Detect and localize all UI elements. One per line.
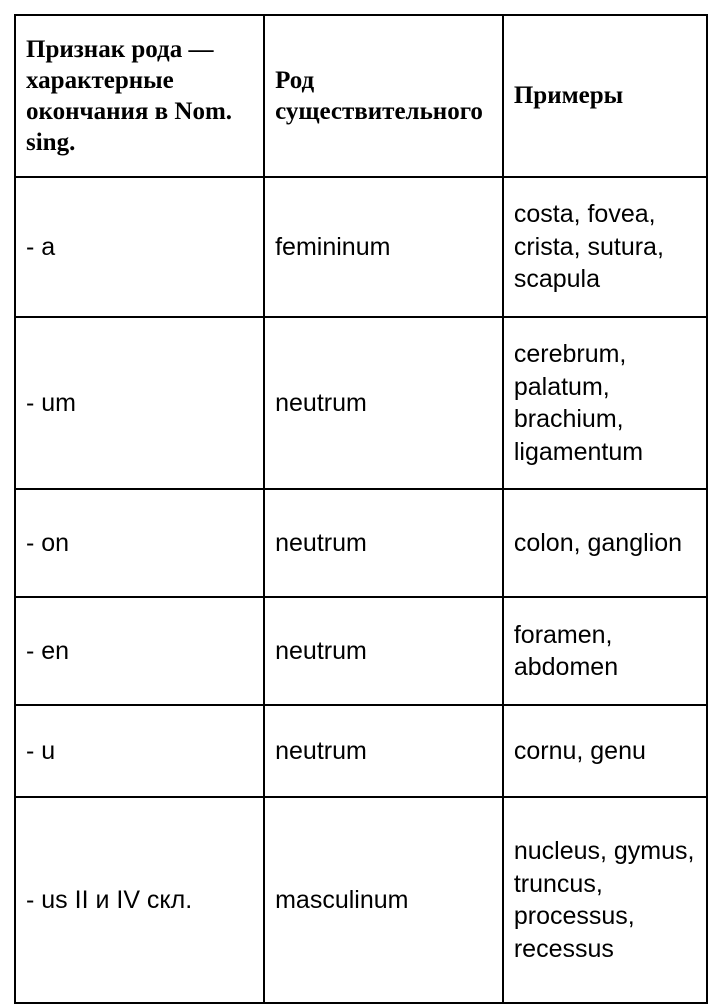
cell-ending: - on bbox=[15, 489, 264, 597]
cell-examples: nucleus, gymus, truncus, processus, rece… bbox=[503, 797, 707, 1003]
cell-gender: neutrum bbox=[264, 317, 503, 489]
cell-gender: neutrum bbox=[264, 705, 503, 797]
cell-examples: cerebrum, palatum, brachium, ligamentum bbox=[503, 317, 707, 489]
cell-examples: cornu, genu bbox=[503, 705, 707, 797]
table-header-row: Признак рода — характерные окончания в N… bbox=[15, 15, 707, 177]
cell-gender: masculinum bbox=[264, 797, 503, 1003]
table-row: - en neutrum foramen, abdomen bbox=[15, 597, 707, 705]
table-row: - um neutrum cerebrum, palatum, brachium… bbox=[15, 317, 707, 489]
cell-examples: costa, fovea, crista, sutura, scapula bbox=[503, 177, 707, 317]
cell-gender: neutrum bbox=[264, 489, 503, 597]
table-row: - u neutrum cornu, genu bbox=[15, 705, 707, 797]
table-row: - a femininum costa, fovea, crista, sutu… bbox=[15, 177, 707, 317]
table-row: - on neutrum colon, ganglion bbox=[15, 489, 707, 597]
cell-ending: - um bbox=[15, 317, 264, 489]
cell-examples: colon, ganglion bbox=[503, 489, 707, 597]
cell-ending: - a bbox=[15, 177, 264, 317]
cell-ending: - u bbox=[15, 705, 264, 797]
page: Признак рода — характерные окончания в N… bbox=[0, 0, 728, 944]
gender-endings-table: Признак рода — характерные окончания в N… bbox=[14, 14, 708, 1004]
table-row: - us II и IV скл. masculinum nucleus, gy… bbox=[15, 797, 707, 1003]
cell-gender: femininum bbox=[264, 177, 503, 317]
col-header-ending: Признак рода — характерные окончания в N… bbox=[15, 15, 264, 177]
cell-gender: neutrum bbox=[264, 597, 503, 705]
cell-examples: foramen, abdomen bbox=[503, 597, 707, 705]
cell-ending: - us II и IV скл. bbox=[15, 797, 264, 1003]
col-header-examples: Примеры bbox=[503, 15, 707, 177]
cell-ending: - en bbox=[15, 597, 264, 705]
col-header-gender: Род существительного bbox=[264, 15, 503, 177]
